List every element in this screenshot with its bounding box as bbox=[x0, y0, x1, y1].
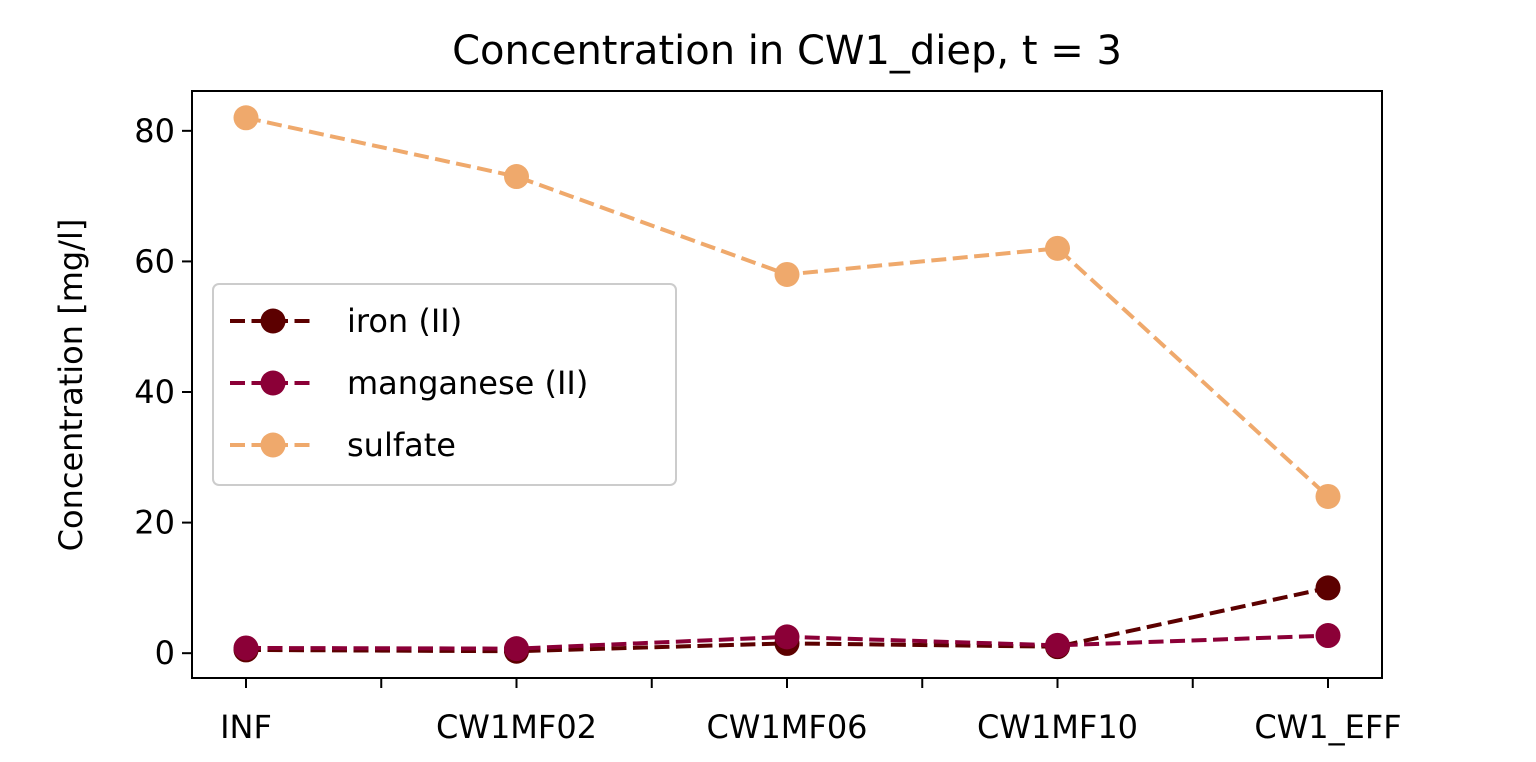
data-point-1-3 bbox=[1045, 632, 1070, 658]
data-point-2-0 bbox=[233, 105, 259, 131]
y-tick-label: 20 bbox=[134, 504, 175, 542]
x-tick-label: CW1MF06 bbox=[706, 708, 867, 746]
axes: 0 20 40 60 80 INF CW1MF02 CW1MF06 CW1MF10 CW1_EFF bbox=[134, 90, 1402, 746]
data-point-0-4 bbox=[1315, 575, 1341, 601]
y-axis-label: Concentration [mg/l] bbox=[52, 219, 90, 552]
y-tick-label: 40 bbox=[134, 373, 175, 411]
data-point-2-4 bbox=[1315, 483, 1341, 509]
data-point-1-2 bbox=[774, 624, 800, 650]
plot-area bbox=[233, 105, 1341, 664]
y-tick-label: 0 bbox=[155, 634, 175, 672]
chart-title: Concentration in CW1_diep, t = 3 bbox=[452, 28, 1122, 74]
legend-label-2: sulfate bbox=[347, 426, 456, 464]
data-point-1-4 bbox=[1315, 623, 1341, 649]
data-point-2-1 bbox=[504, 164, 529, 190]
legend-marker-0 bbox=[260, 308, 286, 334]
legend-box bbox=[212, 283, 677, 486]
legend-marker-1 bbox=[260, 370, 286, 396]
x-tick-label: CW1MF10 bbox=[977, 708, 1138, 746]
x-tick-label: CW1MF02 bbox=[436, 708, 597, 746]
data-point-2-3 bbox=[1045, 235, 1070, 261]
y-tick-label: 60 bbox=[134, 242, 175, 280]
x-tick-label: INF bbox=[220, 708, 272, 746]
legend: iron (II) manganese (II) sulfate bbox=[212, 283, 677, 486]
y-tick-label: 80 bbox=[134, 112, 175, 150]
legend-label-0: iron (II) bbox=[347, 302, 462, 340]
data-point-1-1 bbox=[504, 636, 529, 662]
legend-marker-2 bbox=[260, 432, 286, 458]
legend-label-1: manganese (II) bbox=[347, 364, 588, 402]
data-point-1-0 bbox=[233, 635, 259, 661]
data-point-2-2 bbox=[774, 261, 800, 287]
x-tick-label: CW1_EFF bbox=[1254, 708, 1401, 746]
